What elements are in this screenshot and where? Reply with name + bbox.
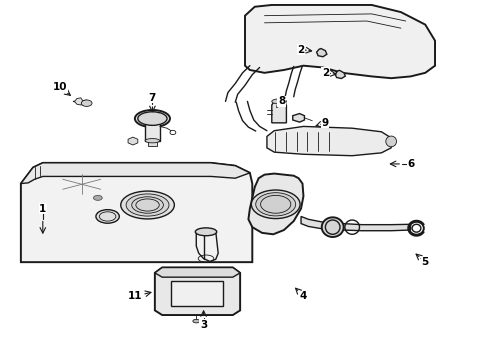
Text: 4: 4 xyxy=(300,291,307,301)
Polygon shape xyxy=(317,49,327,57)
Ellipse shape xyxy=(322,217,343,237)
Ellipse shape xyxy=(145,139,160,143)
Polygon shape xyxy=(293,113,304,122)
Text: 8: 8 xyxy=(278,96,285,107)
Polygon shape xyxy=(245,5,435,78)
Polygon shape xyxy=(21,163,250,184)
Polygon shape xyxy=(74,98,83,105)
Ellipse shape xyxy=(121,191,174,219)
Polygon shape xyxy=(145,121,160,141)
Ellipse shape xyxy=(193,319,200,323)
Ellipse shape xyxy=(386,136,396,147)
Text: 10: 10 xyxy=(52,82,67,92)
Ellipse shape xyxy=(196,228,217,236)
Text: 6: 6 xyxy=(407,159,414,169)
Polygon shape xyxy=(155,267,240,277)
Ellipse shape xyxy=(135,110,170,127)
Ellipse shape xyxy=(94,195,102,201)
Polygon shape xyxy=(272,100,287,123)
Text: 3: 3 xyxy=(200,320,207,330)
Text: 2: 2 xyxy=(322,68,329,78)
Text: 7: 7 xyxy=(149,93,156,103)
Polygon shape xyxy=(21,163,252,262)
Text: 9: 9 xyxy=(322,118,329,128)
Ellipse shape xyxy=(256,193,295,216)
Polygon shape xyxy=(267,126,391,156)
Polygon shape xyxy=(171,281,223,306)
Text: 2: 2 xyxy=(297,45,305,55)
Text: 11: 11 xyxy=(128,291,143,301)
Ellipse shape xyxy=(138,112,167,125)
Text: 5: 5 xyxy=(422,257,429,267)
Ellipse shape xyxy=(96,210,119,223)
Polygon shape xyxy=(335,70,345,78)
Polygon shape xyxy=(147,140,157,146)
Polygon shape xyxy=(128,137,138,145)
Polygon shape xyxy=(248,174,303,234)
Ellipse shape xyxy=(251,190,300,219)
Polygon shape xyxy=(301,216,411,231)
Ellipse shape xyxy=(272,99,287,104)
Polygon shape xyxy=(155,267,240,315)
Ellipse shape xyxy=(81,100,92,107)
Text: 1: 1 xyxy=(39,203,47,213)
Ellipse shape xyxy=(126,194,169,216)
